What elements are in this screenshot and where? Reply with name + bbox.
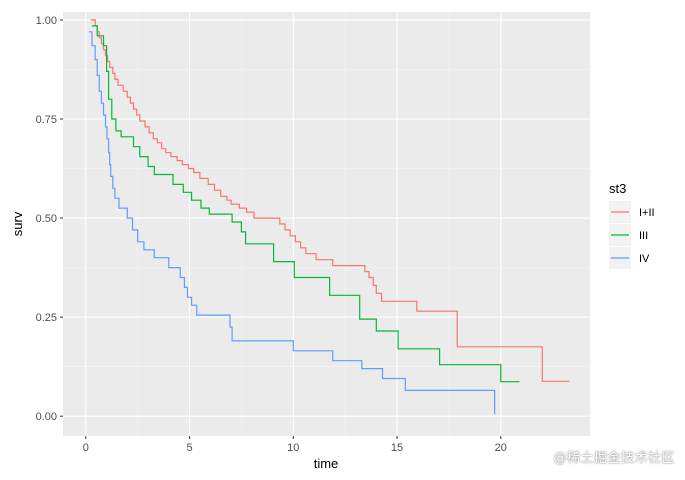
series-line-3 [88,31,496,415]
y-tick-label: 0.00 [36,411,57,423]
watermark: @稀土掘金技术社区 [553,451,675,466]
minor-gridlines [63,12,590,436]
y-axis-title: surv [10,211,25,236]
series-layer [88,19,570,415]
x-tick-label: 15 [391,442,403,454]
x-tick-label: 0 [83,442,89,454]
legend-items: I+II III IV [609,201,655,269]
y-tick-label: 0.50 [36,213,57,225]
y-tick-label: 0.75 [36,114,57,126]
x-axis-title: time [314,456,339,471]
x-tick-label: 20 [495,442,507,454]
y-axis-ticks: 0.00 0.25 0.50 0.75 1.00 [36,15,63,423]
series-line-2 [92,25,520,383]
x-tick-label: 5 [187,442,193,454]
plot-panel [63,12,590,436]
legend-title: st3 [609,181,626,196]
y-tick-label: 0.25 [36,312,57,324]
legend-label: IV [639,253,650,265]
legend-label: III [639,230,648,242]
x-tick-label: 10 [287,442,299,454]
x-axis-ticks: 0 5 10 15 20 [83,436,507,454]
y-tick-label: 1.00 [36,15,57,27]
series-line-1 [91,19,570,382]
legend-label: I+II [639,207,655,219]
legend: st3 I+II III IV [609,181,655,269]
